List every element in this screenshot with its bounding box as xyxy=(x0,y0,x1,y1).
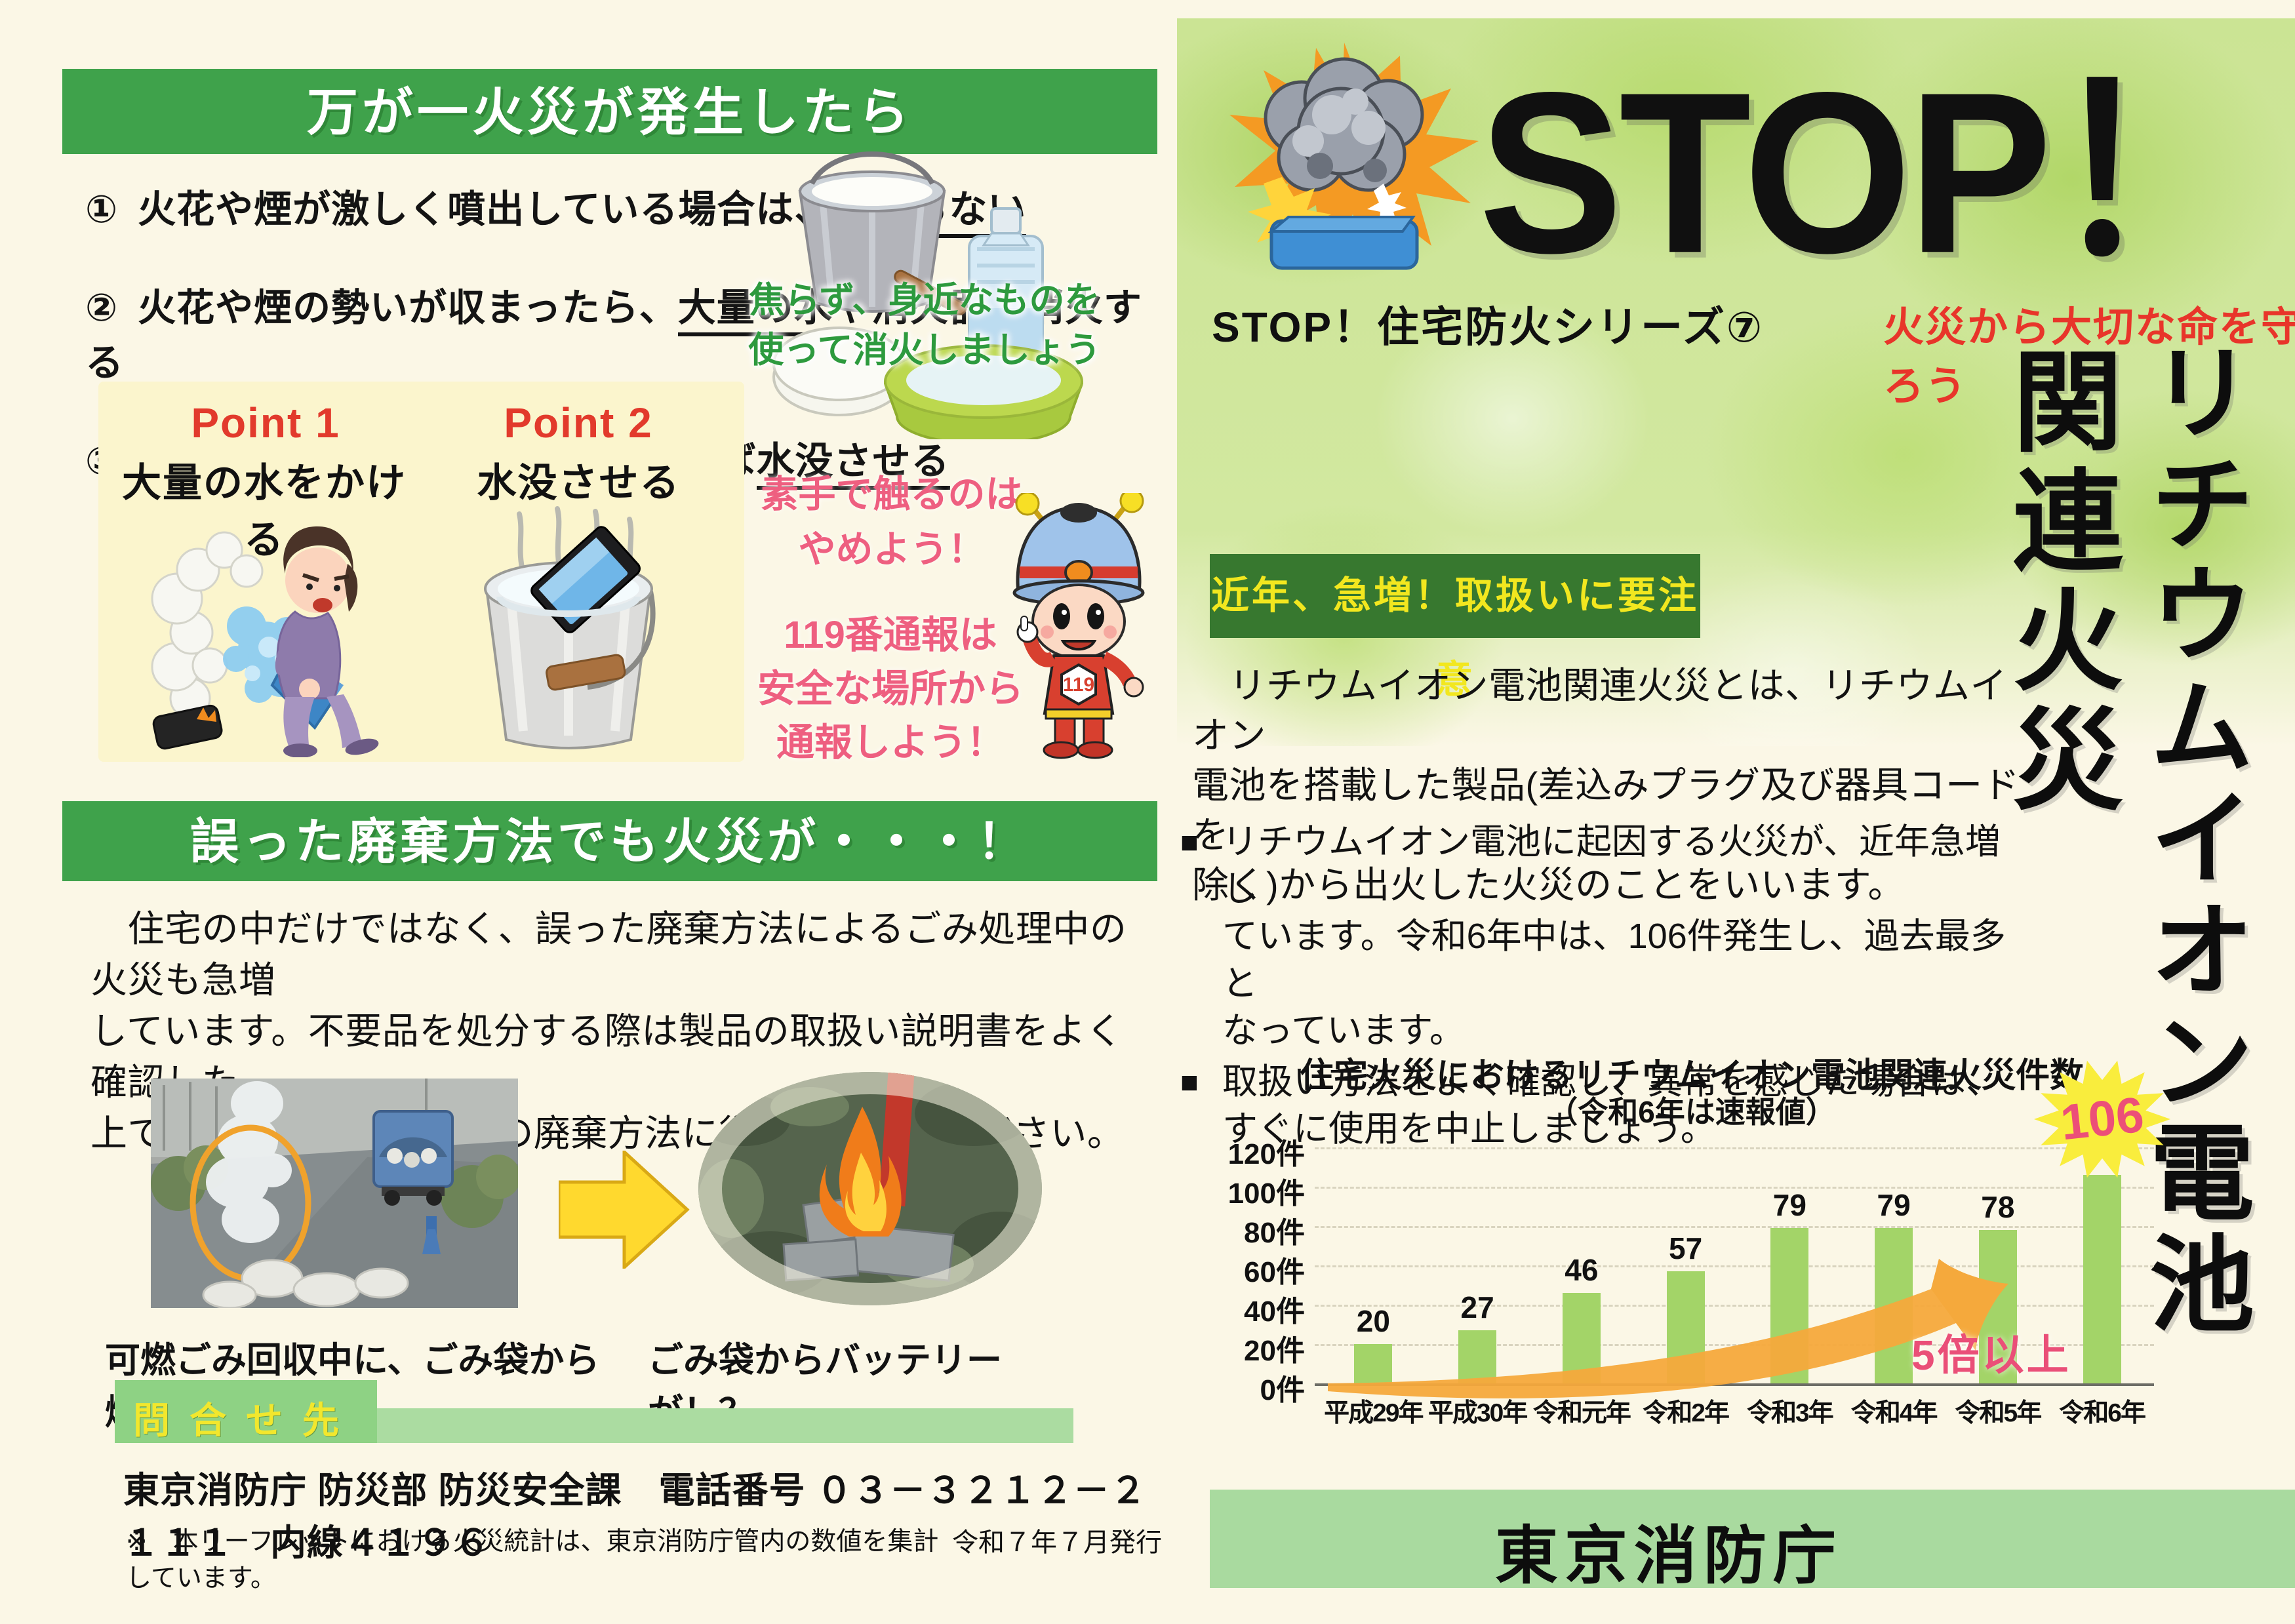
arrow-right-icon xyxy=(559,1151,690,1269)
vertical-title-line2: 関連火災 xyxy=(1997,344,2120,822)
bar-value-label: 57 xyxy=(1669,1231,1703,1265)
x-axis-tick: 令和5年 xyxy=(1955,1399,2043,1427)
key-point-item: ■ 取扱い方法をよく確認し、異常を感じた場合は、 すぐに使用を中止しましょう。 xyxy=(1180,1062,2001,1149)
agency-bar xyxy=(1210,1490,2295,1588)
point1-caption: 大量の水をかける xyxy=(122,461,407,562)
bar-value-label: 79 xyxy=(1772,1188,1806,1222)
x-axis-tick: 平成30年 xyxy=(1427,1399,1528,1427)
x-axis-tick: 令和3年 xyxy=(1747,1399,1834,1427)
x-axis-tick: 令和4年 xyxy=(1850,1399,1938,1427)
extinguish-tools-illustration xyxy=(772,151,1084,439)
chart-block: 住宅火災におけるリチウムイオン電池関連火災件数 （令和6年は速報値） 5倍以上 … xyxy=(1216,1048,2170,1471)
growth-arrow xyxy=(1328,1259,2008,1398)
warning-call-119: 119番通報は 安全な場所から 通報しよう！ xyxy=(757,614,1024,764)
gridline xyxy=(1315,1147,2154,1149)
bar-value-label: 78 xyxy=(1981,1190,2015,1224)
y-axis-tick: 20件 xyxy=(1244,1335,1305,1367)
y-axis-tick: 0件 xyxy=(1260,1374,1305,1406)
bar-平成30年 xyxy=(1458,1330,1497,1383)
garbage-smoke-photo xyxy=(151,1079,518,1308)
svg-text:119: 119 xyxy=(1063,674,1094,696)
point1-label: Point 1 xyxy=(191,399,340,446)
x-axis-tick: 令和元年 xyxy=(1532,1399,1631,1427)
bar-令和6年 xyxy=(2083,1175,2121,1383)
tip-text: 焦らず、身近なものを 使って消火しましょう xyxy=(748,281,1101,370)
chart-subtitle: （令和6年は速報値） xyxy=(1547,1095,1836,1129)
disposal-paragraph: 住宅の中だけではなく、誤った廃棄方法によるごみ処理中の火災も急増 しています。不… xyxy=(90,908,1127,1154)
gridline xyxy=(1315,1305,2154,1307)
point2-caption: 水没させる xyxy=(477,461,681,505)
chart-title: 住宅火災におけるリチウムイオン電池関連火災件数 xyxy=(1299,1057,2084,1095)
gridline xyxy=(1315,1187,2154,1189)
submerge-phone-illustration xyxy=(484,506,656,749)
key-point-item: ■ リチウムイオン電池に起因する火災が、近年急増し ています。令和6年中は、106… xyxy=(1180,822,2006,1050)
contact-bar xyxy=(115,1380,377,1443)
y-axis-tick: 100件 xyxy=(1227,1178,1305,1210)
agency-name: 東京消防庁 xyxy=(1495,1521,1843,1591)
issue-date: 令和７年７月発行 xyxy=(952,1528,1162,1557)
bar-chart: 5倍以上 0件 20件 40件 60件 80件 100件 120件平成29年 20 平成30年 2… xyxy=(1216,1048,2170,1471)
bar-value-label: 20 xyxy=(1356,1304,1390,1338)
point2-label: Point 2 xyxy=(504,399,653,446)
x-axis-tick: 平成29年 xyxy=(1324,1399,1424,1427)
footnote-note: ※ 本リーフレットにおける火災統計は、東京消防庁管内の数値を集計しています。 xyxy=(126,1528,939,1593)
slogan-red: 火災から大切な命を守ろう xyxy=(1883,305,2295,409)
bar-value-label: 46 xyxy=(1565,1253,1599,1287)
bar-平成29年 xyxy=(1354,1344,1393,1383)
series-label: STOP！住宅防火シリーズ⑦ xyxy=(1212,304,1765,351)
bar-value-label: 79 xyxy=(1877,1188,1911,1222)
battery-fire-photo xyxy=(698,1072,1042,1305)
pour-water-illustration xyxy=(151,526,379,757)
y-axis-tick: 80件 xyxy=(1244,1217,1305,1249)
gridline xyxy=(1315,1344,2154,1346)
x-axis-tick: 令和6年 xyxy=(2059,1399,2146,1427)
growth-label: 5倍以上 xyxy=(1911,1332,2071,1379)
highlight-starburst: 106 xyxy=(2027,1054,2178,1191)
contact-bar-extension xyxy=(377,1408,1073,1443)
y-axis-tick: 40件 xyxy=(1244,1296,1305,1328)
gridline xyxy=(1315,1383,2154,1386)
warning-no-bare-hands: 素手で触るのは やめよう！ xyxy=(761,473,1023,570)
section-header-wrong-disposal: 誤った廃棄方法でも火災が・・・！ xyxy=(62,801,1157,881)
gridline xyxy=(1315,1265,2154,1267)
vertical-title-line1: リチウムイオン電池 xyxy=(2134,338,2252,1341)
definition-paragraph: リチウムイオン電池関連火災とは、リチウムイオン 電池を搭載した製品(差込みプラグ… xyxy=(1192,665,2020,905)
gridline xyxy=(1315,1226,2154,1228)
stop-title: STOP！ xyxy=(1479,44,2265,301)
key-points-list: ■ リチウムイオン電池に起因する火災が、近年急増し ています。令和6年中は、106… xyxy=(1180,818,2020,1157)
bar-value-label: 27 xyxy=(1460,1290,1494,1324)
caution-badge: 近年、急増！取扱いに要注意 xyxy=(1210,554,1700,701)
contact-info: 東京消防庁 防災部 防災安全課 電話番号 ０３－３２１２－２１１１ 内線４１９６ xyxy=(123,1470,1147,1563)
fire-mascot-illustration: 119 xyxy=(1012,493,1145,759)
section-header-if-fire-occurs: 万が一火災が発生したら xyxy=(62,69,1157,154)
y-axis-tick: 60件 xyxy=(1244,1256,1305,1288)
y-axis-tick: 120件 xyxy=(1227,1138,1305,1170)
battery-explosion-illustration xyxy=(1229,43,1479,270)
x-axis-tick: 令和2年 xyxy=(1643,1399,1730,1427)
contact-label: 問合せ先 xyxy=(133,1400,359,1441)
